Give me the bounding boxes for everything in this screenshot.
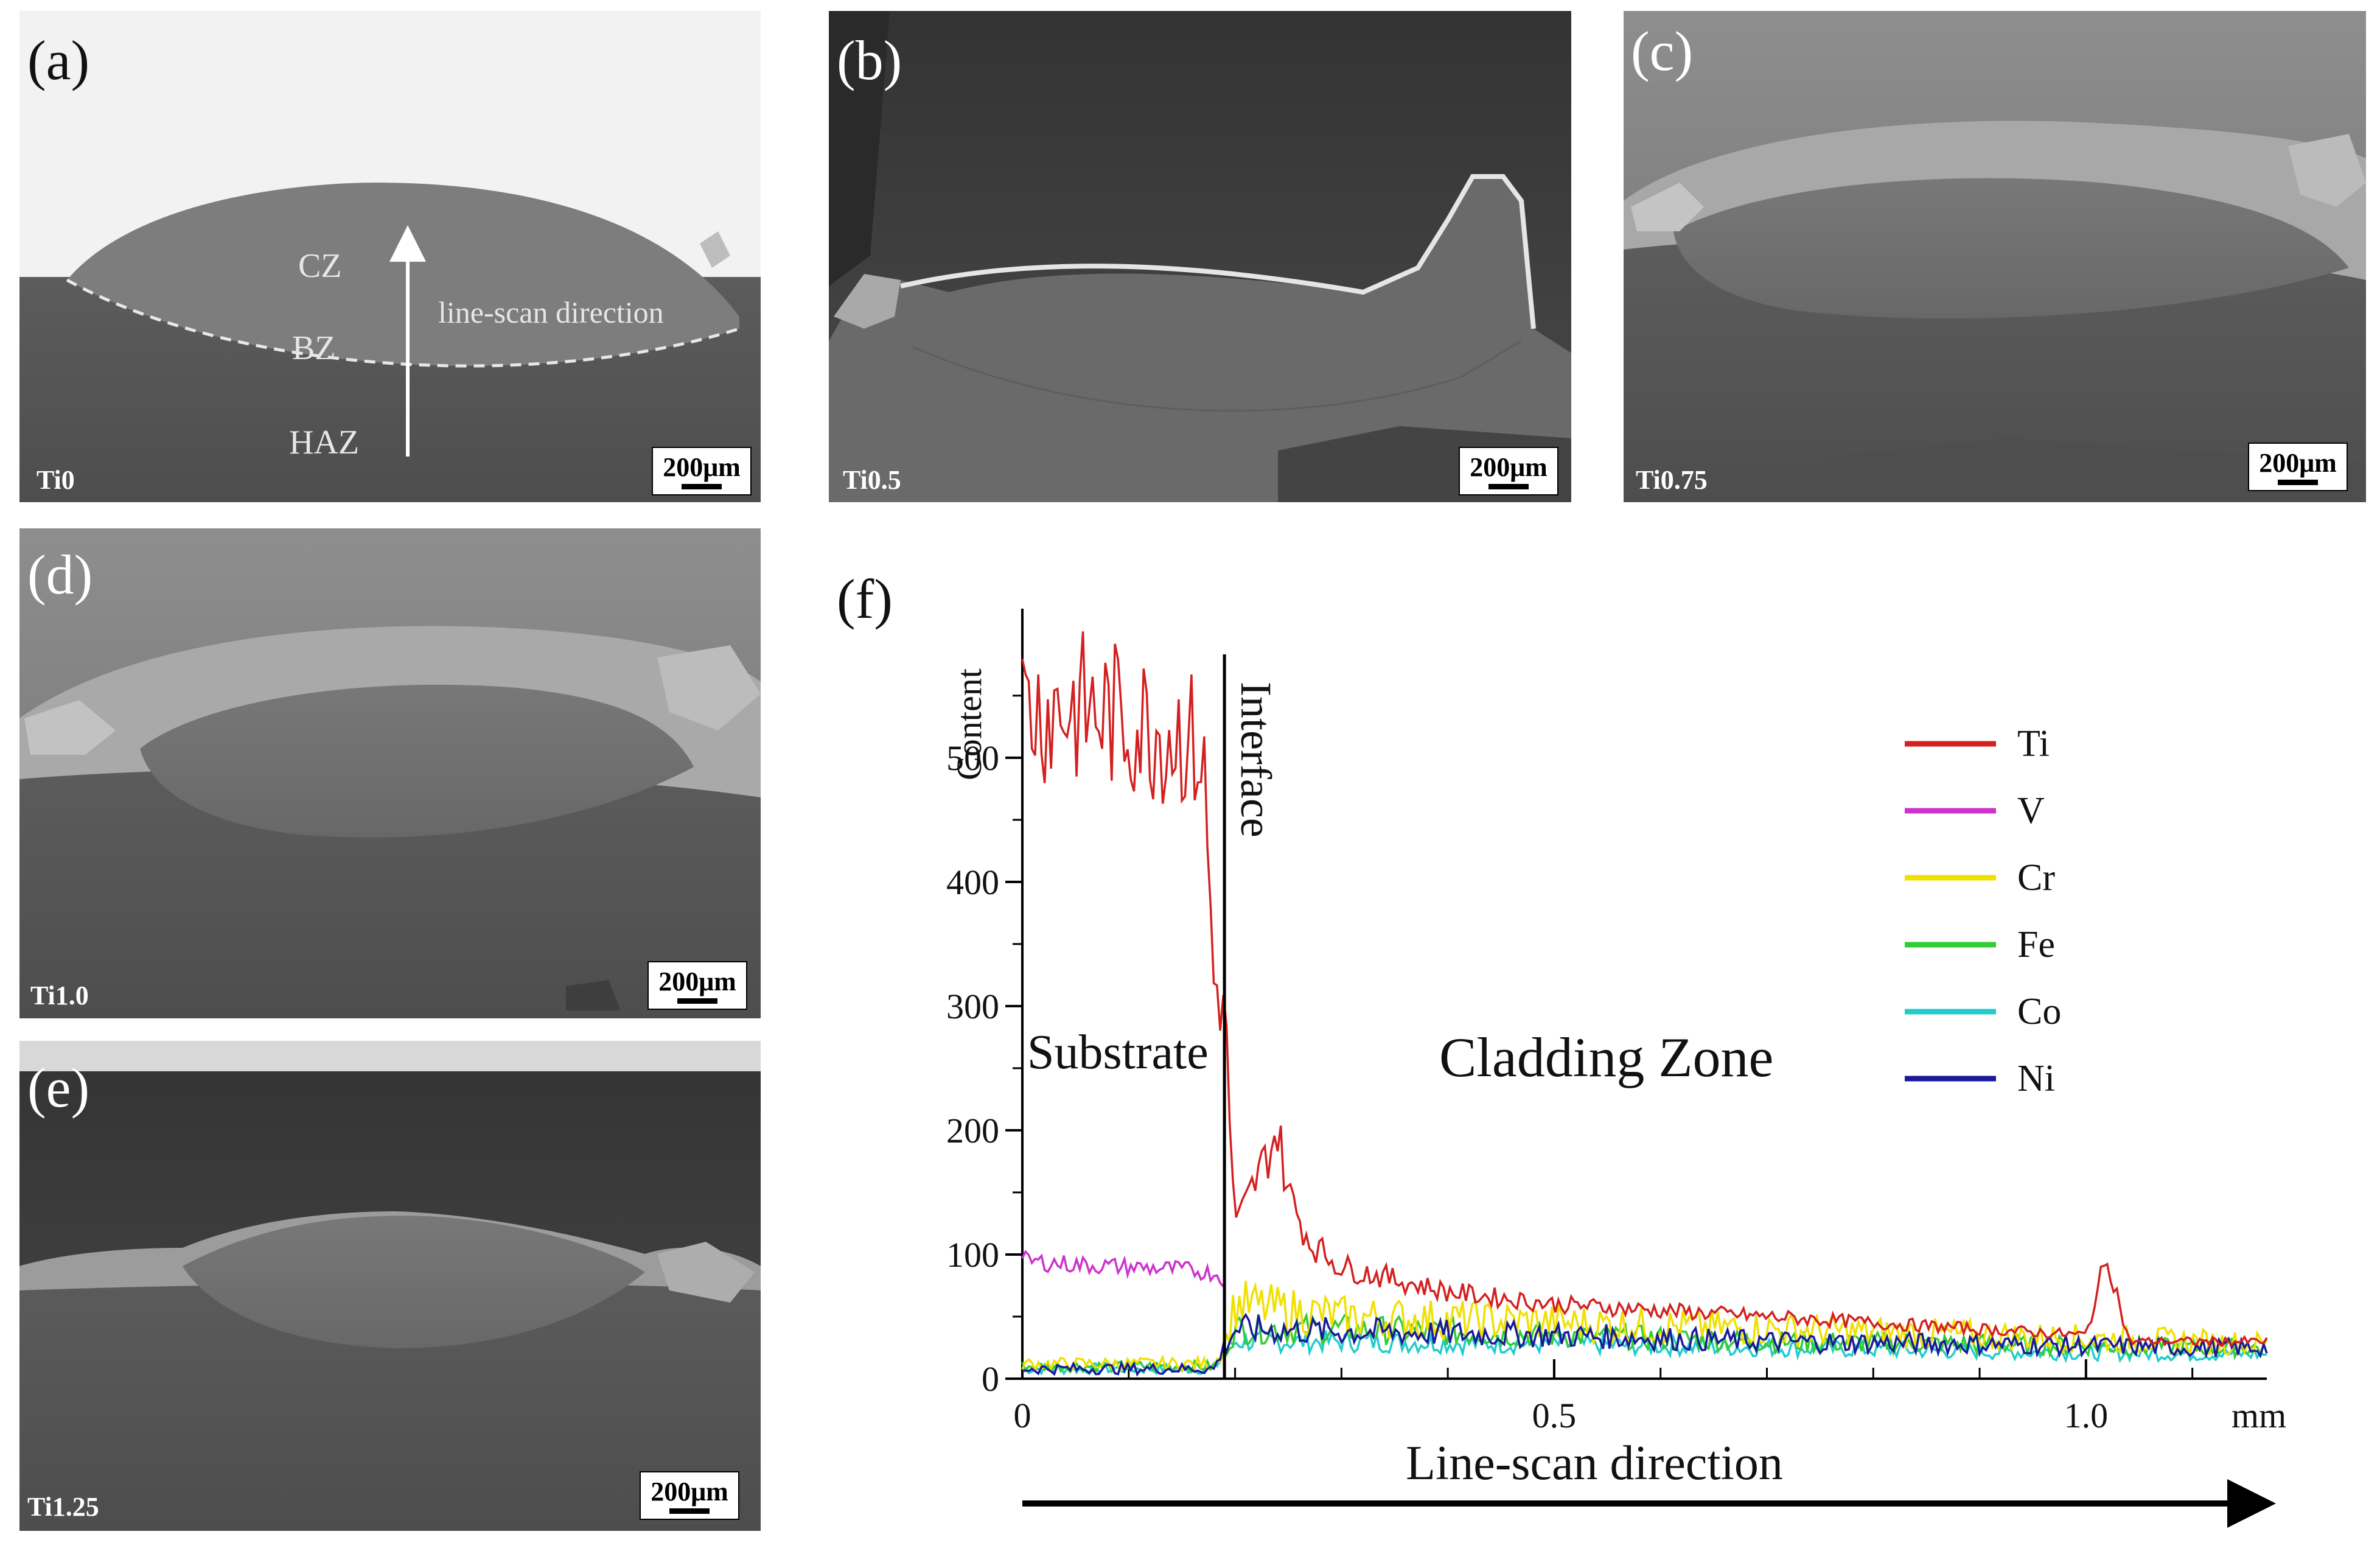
panel-c-scalebar: 200μm [2248,443,2348,491]
cladding-zone-label: Cladding Zone [1439,1026,1773,1088]
substrate-label: Substrate [1027,1026,1209,1079]
legend-label-v: V [2017,790,2045,831]
panel-f-letter: (f) [837,568,893,630]
panel-c: (c) Ti0.75 200μm [1624,11,2366,502]
legend-label-ni: Ni [2017,1058,2055,1099]
series-line-v [1021,1250,1224,1287]
panel-c-letter: (c) [1631,20,1693,82]
panel-a-cz-label: CZ [298,247,342,285]
panel-d: (d) Ti1.0 200μm [19,528,761,1018]
y-tick-label: 200 [946,1111,999,1150]
y-tick-label: 300 [946,987,999,1026]
svg-text:200μm: 200μm [2259,448,2337,478]
panel-d-letter: (d) [27,544,92,606]
panel-c-sample-label: Ti0.75 [1636,465,1708,495]
x-tick-label: 1.0 [2064,1396,2109,1435]
panel-d-scalebar: 200μm [647,961,747,1010]
y-tick-label: 100 [946,1235,999,1275]
x-axis-label: Line-scan direction [1406,1437,1783,1490]
panel-a-sample-label: Ti0 [37,465,75,495]
y-tick-label: 400 [946,863,999,902]
panel-a: (a) CZ line-scan direction BZ HAZ Ti0 20… [19,11,761,502]
svg-text:200μm: 200μm [663,452,741,482]
panel-b-letter: (b) [837,29,902,91]
svg-text:200μm: 200μm [651,1477,728,1507]
legend-label-co: Co [2017,991,2061,1032]
panel-e: (e) Ti1.25 200μm [19,1041,761,1531]
panel-b-scalebar: 200μm [1459,447,1558,495]
x-tick-label: 0.5 [1532,1396,1577,1435]
chart-series [1021,631,2268,1377]
panel-e-scalebar: 200μm [640,1471,739,1520]
series-line-cr [1021,1281,2268,1373]
x-axis-unit: mm [2232,1396,2286,1435]
legend-label-ti: Ti [2017,723,2050,765]
panel-e-sample-label: Ti1.25 [27,1492,99,1522]
panel-b: (b) Ti0.5 200μm [829,11,1571,502]
y-tick-label: 0 [982,1359,999,1399]
legend-label-cr: Cr [2017,857,2055,898]
chart-axes: 0 100 200 300 400 500 0 0.5 1.0 [946,609,2267,1435]
panel-e-letter: (e) [27,1057,89,1119]
panel-d-sample-label: Ti1.0 [30,981,89,1010]
svg-text:200μm: 200μm [1470,452,1548,482]
interface-label: Interface [1232,682,1280,838]
legend-label-fe: Fe [2017,924,2055,965]
series-line-ni [1022,1312,2268,1377]
y-axis-label: Content [949,668,989,780]
panel-a-haz-label: HAZ [289,424,359,461]
panel-a-arrow-label: line-scan direction [438,295,664,329]
series-line-ti [1021,631,2268,1348]
svg-text:200μm: 200μm [658,967,736,996]
panel-a-bz-label: BZ [292,329,336,367]
panel-a-letter: (a) [27,29,89,91]
panel-b-sample-label: Ti0.5 [843,465,901,495]
chart-legend: Ti V Cr Fe Co Ni [1905,723,2061,1099]
panel-f: (f) Content 0 100 200 300 400 500 0 0.5 1.0 Inte… [837,568,2286,1528]
y-tick-label: 500 [946,738,999,778]
panel-a-scalebar: 200μm [652,447,752,495]
x-tick-label: 0 [1014,1396,1031,1435]
